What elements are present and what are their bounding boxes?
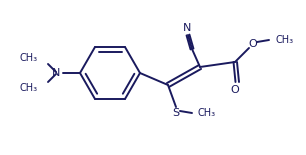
Text: CH₃: CH₃ — [20, 83, 38, 93]
Text: O: O — [248, 39, 257, 49]
Text: N: N — [52, 68, 60, 78]
Text: CH₃: CH₃ — [275, 35, 293, 45]
Text: CH₃: CH₃ — [20, 53, 38, 63]
Text: N: N — [183, 23, 191, 33]
Text: S: S — [173, 108, 180, 118]
Text: O: O — [231, 85, 239, 95]
Text: CH₃: CH₃ — [198, 108, 216, 118]
